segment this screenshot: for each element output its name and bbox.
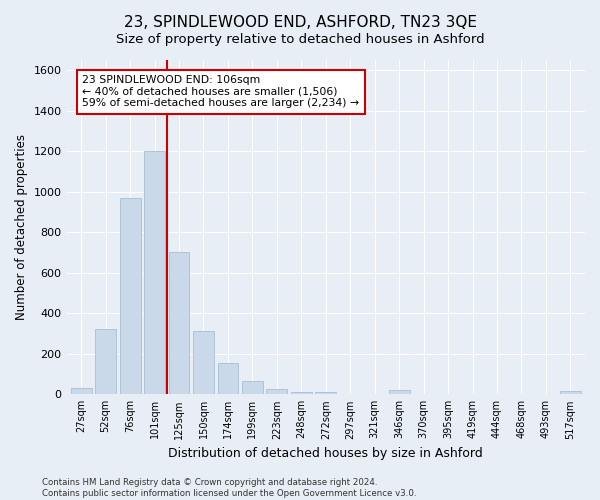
Bar xyxy=(291,392,312,394)
X-axis label: Distribution of detached houses by size in Ashford: Distribution of detached houses by size … xyxy=(169,447,483,460)
Y-axis label: Number of detached properties: Number of detached properties xyxy=(15,134,28,320)
Bar xyxy=(218,363,238,394)
Bar xyxy=(316,392,336,394)
Text: 23 SPINDLEWOOD END: 106sqm
← 40% of detached houses are smaller (1,506)
59% of s: 23 SPINDLEWOOD END: 106sqm ← 40% of deta… xyxy=(82,75,359,108)
Bar xyxy=(169,252,190,394)
Bar xyxy=(266,389,287,394)
Bar xyxy=(193,332,214,394)
Bar xyxy=(144,151,165,394)
Bar xyxy=(560,392,581,394)
Text: 23, SPINDLEWOOD END, ASHFORD, TN23 3QE: 23, SPINDLEWOOD END, ASHFORD, TN23 3QE xyxy=(124,15,476,30)
Text: Contains HM Land Registry data © Crown copyright and database right 2024.
Contai: Contains HM Land Registry data © Crown c… xyxy=(42,478,416,498)
Bar xyxy=(389,390,410,394)
Bar xyxy=(95,330,116,394)
Bar xyxy=(120,198,140,394)
Text: Size of property relative to detached houses in Ashford: Size of property relative to detached ho… xyxy=(116,32,484,46)
Bar xyxy=(71,388,92,394)
Bar xyxy=(242,381,263,394)
